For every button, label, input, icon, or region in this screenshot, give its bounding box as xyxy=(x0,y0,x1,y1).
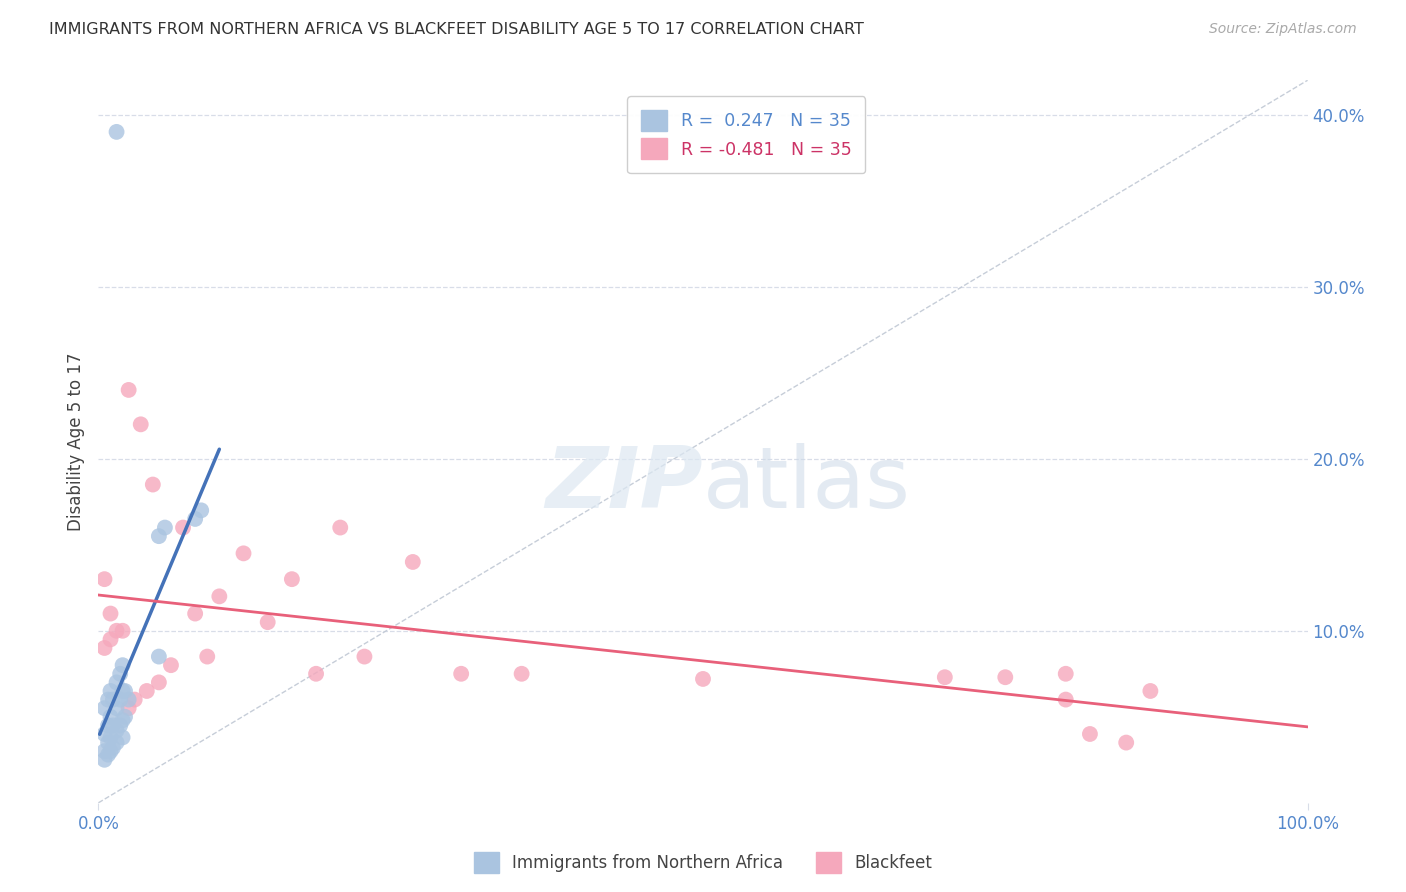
Point xyxy=(1139,684,1161,698)
Point xyxy=(329,520,352,534)
Y-axis label: Disability Age 5 to 17: Disability Age 5 to 17 xyxy=(66,352,84,531)
Point xyxy=(195,649,218,664)
Point xyxy=(402,555,425,569)
Point xyxy=(111,713,134,727)
Point xyxy=(281,572,304,586)
Text: ZIP: ZIP xyxy=(546,443,703,526)
Point xyxy=(93,727,115,741)
Point xyxy=(135,684,157,698)
Point xyxy=(1115,735,1137,749)
Point xyxy=(118,701,141,715)
Point xyxy=(97,735,120,749)
Point xyxy=(111,658,134,673)
Point xyxy=(934,670,956,684)
Point xyxy=(101,718,124,732)
Point xyxy=(148,649,170,664)
Point xyxy=(450,666,472,681)
Point xyxy=(97,718,120,732)
Point xyxy=(148,529,170,543)
Point xyxy=(100,710,122,724)
Point xyxy=(184,512,207,526)
Point xyxy=(100,744,122,758)
Point xyxy=(105,624,128,638)
Point xyxy=(114,710,136,724)
Point xyxy=(93,701,115,715)
Point xyxy=(105,723,128,738)
Point xyxy=(353,649,375,664)
Point xyxy=(692,672,714,686)
Point xyxy=(118,692,141,706)
Point xyxy=(97,747,120,762)
Legend: R =  0.247   N = 35, R = -0.481   N = 35: R = 0.247 N = 35, R = -0.481 N = 35 xyxy=(627,96,866,173)
Point xyxy=(208,590,231,604)
Point xyxy=(93,640,115,655)
Point xyxy=(114,684,136,698)
Point xyxy=(100,684,122,698)
Point xyxy=(118,383,141,397)
Point xyxy=(184,607,207,621)
Point xyxy=(105,125,128,139)
Point xyxy=(142,477,165,491)
Point xyxy=(108,692,131,706)
Point xyxy=(101,692,124,706)
Point xyxy=(93,572,115,586)
Point xyxy=(111,624,134,638)
Point xyxy=(1054,692,1077,706)
Legend: Immigrants from Northern Africa, Blackfeet: Immigrants from Northern Africa, Blackfe… xyxy=(467,846,939,880)
Point xyxy=(105,675,128,690)
Point xyxy=(124,692,146,706)
Point xyxy=(100,731,122,745)
Point xyxy=(232,546,254,560)
Point xyxy=(190,503,212,517)
Point xyxy=(1078,727,1101,741)
Point xyxy=(994,670,1017,684)
Point xyxy=(100,632,122,647)
Point xyxy=(108,718,131,732)
Text: IMMIGRANTS FROM NORTHERN AFRICA VS BLACKFEET DISABILITY AGE 5 TO 17 CORRELATION : IMMIGRANTS FROM NORTHERN AFRICA VS BLACK… xyxy=(49,22,865,37)
Point xyxy=(1054,666,1077,681)
Point xyxy=(111,731,134,745)
Point xyxy=(148,675,170,690)
Point xyxy=(129,417,152,432)
Point xyxy=(111,684,134,698)
Point xyxy=(108,666,131,681)
Point xyxy=(100,607,122,621)
Point xyxy=(153,520,176,534)
Point xyxy=(93,744,115,758)
Point xyxy=(97,692,120,706)
Point xyxy=(510,666,533,681)
Point xyxy=(160,658,183,673)
Text: Source: ZipAtlas.com: Source: ZipAtlas.com xyxy=(1209,22,1357,37)
Point xyxy=(93,753,115,767)
Text: atlas: atlas xyxy=(703,443,911,526)
Point xyxy=(105,701,128,715)
Point xyxy=(101,740,124,755)
Point xyxy=(256,615,278,630)
Point xyxy=(172,520,194,534)
Point xyxy=(305,666,328,681)
Point xyxy=(105,735,128,749)
